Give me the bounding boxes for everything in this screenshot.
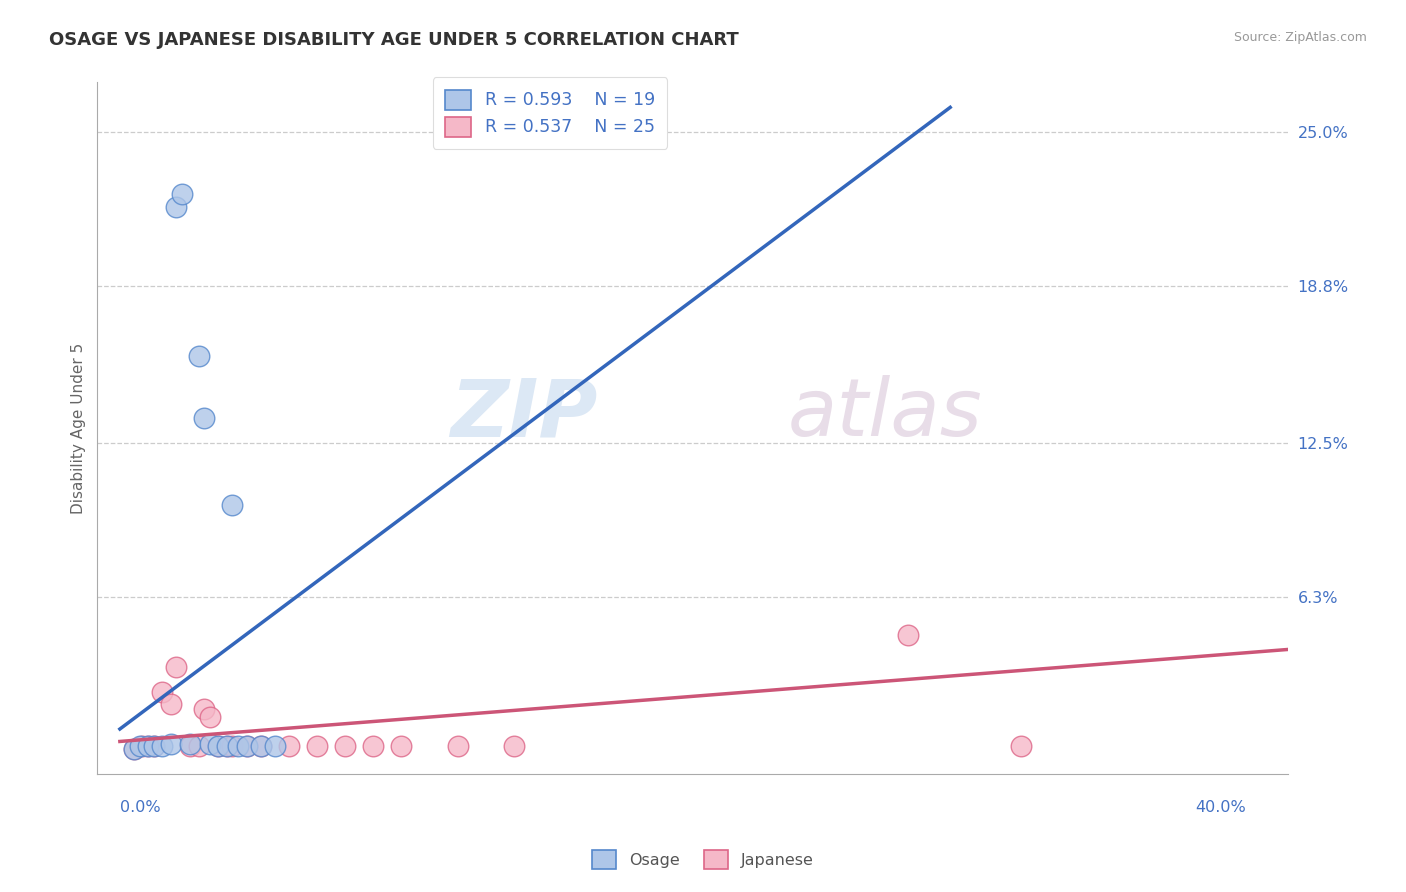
Point bbox=[165, 200, 187, 214]
Point bbox=[136, 739, 159, 754]
Point bbox=[277, 739, 299, 754]
Point bbox=[179, 739, 201, 754]
Point bbox=[122, 742, 145, 756]
Point bbox=[215, 739, 238, 754]
Point bbox=[207, 739, 229, 754]
Point bbox=[263, 739, 285, 754]
Point bbox=[159, 737, 181, 751]
Text: atlas: atlas bbox=[787, 376, 983, 453]
Point bbox=[249, 739, 271, 754]
Point bbox=[128, 739, 150, 754]
Point bbox=[170, 187, 193, 202]
Point bbox=[207, 739, 229, 754]
Point bbox=[221, 498, 243, 512]
Point bbox=[221, 739, 243, 754]
Point bbox=[187, 739, 209, 754]
Point bbox=[179, 737, 201, 751]
Legend: Osage, Japanese: Osage, Japanese bbox=[586, 844, 820, 875]
Text: 40.0%: 40.0% bbox=[1195, 800, 1246, 814]
Point bbox=[131, 739, 153, 754]
Text: ZIP: ZIP bbox=[450, 376, 598, 453]
Point bbox=[198, 709, 221, 723]
Point bbox=[150, 684, 173, 698]
Point bbox=[389, 739, 412, 754]
Text: OSAGE VS JAPANESE DISABILITY AGE UNDER 5 CORRELATION CHART: OSAGE VS JAPANESE DISABILITY AGE UNDER 5… bbox=[49, 31, 740, 49]
Point bbox=[333, 739, 356, 754]
Point bbox=[193, 702, 215, 716]
Point bbox=[305, 739, 328, 754]
Point bbox=[122, 742, 145, 756]
Point bbox=[150, 739, 173, 754]
Point bbox=[142, 739, 165, 754]
Point bbox=[897, 627, 920, 641]
Point bbox=[142, 739, 165, 754]
Point bbox=[136, 739, 159, 754]
Point bbox=[193, 411, 215, 425]
Text: 0.0%: 0.0% bbox=[120, 800, 160, 814]
Point bbox=[235, 739, 257, 754]
Point bbox=[165, 660, 187, 674]
Point bbox=[503, 739, 526, 754]
Legend: R = 0.593    N = 19, R = 0.537    N = 25: R = 0.593 N = 19, R = 0.537 N = 25 bbox=[433, 78, 666, 149]
Point bbox=[159, 697, 181, 711]
Point bbox=[1010, 739, 1032, 754]
Text: Source: ZipAtlas.com: Source: ZipAtlas.com bbox=[1233, 31, 1367, 45]
Point bbox=[235, 739, 257, 754]
Point bbox=[226, 739, 249, 754]
Point bbox=[215, 739, 238, 754]
Point bbox=[361, 739, 384, 754]
Point bbox=[446, 739, 468, 754]
Point bbox=[198, 737, 221, 751]
Point bbox=[187, 349, 209, 363]
Y-axis label: Disability Age Under 5: Disability Age Under 5 bbox=[72, 343, 86, 514]
Point bbox=[249, 739, 271, 754]
